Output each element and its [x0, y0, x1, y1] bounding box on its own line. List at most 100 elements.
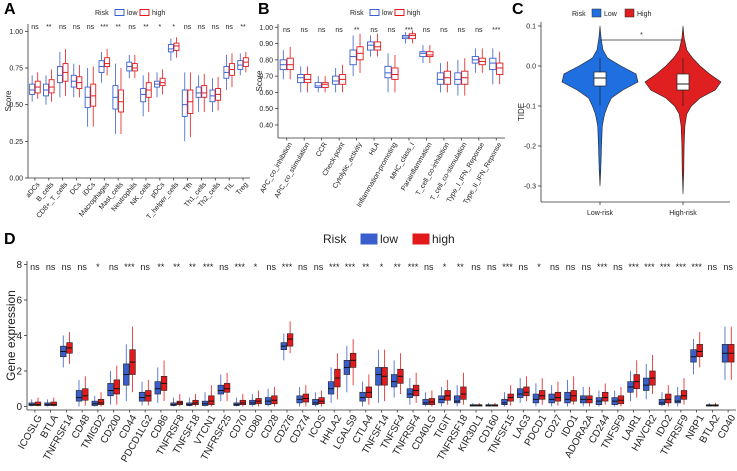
x-tick-label: APC_co_inhibition	[259, 141, 294, 194]
box-low	[312, 399, 319, 405]
box-high	[602, 391, 609, 402]
significance-label: ns	[59, 24, 67, 31]
legend-swatch-high	[394, 9, 405, 16]
box-low	[548, 393, 555, 404]
box-low	[29, 83, 36, 95]
y-tick-label: 6	[16, 296, 22, 307]
panel-label-d: D	[4, 231, 16, 248]
significance-label: ns	[723, 262, 733, 272]
significance-label: **	[115, 24, 121, 31]
box-high	[408, 33, 416, 40]
box-low	[436, 72, 445, 85]
x-tick-label: APC_co_stimulation	[274, 141, 312, 199]
significance-label: ns	[140, 262, 150, 272]
significance-label: ns	[423, 27, 431, 34]
box-low	[454, 395, 461, 404]
significance-label: ns	[519, 262, 529, 272]
x-tick-label: High-risk	[669, 210, 697, 217]
significance-label: ns	[46, 262, 56, 272]
y-tick-label: 1.00	[259, 25, 273, 32]
box-low	[419, 51, 427, 58]
significance-label: ns	[62, 262, 72, 272]
legend-swatch-low	[114, 9, 125, 16]
significance-label: ***	[502, 262, 513, 272]
significance-label: ***	[660, 262, 671, 272]
box-low	[564, 391, 571, 404]
significance-label: ***	[408, 262, 419, 272]
significance-label: ns	[370, 27, 378, 34]
significance-label: ***	[203, 262, 214, 272]
box-low	[501, 399, 508, 405]
significance-label: **	[189, 262, 197, 272]
panel-label-b: B	[258, 1, 270, 18]
significance-label: ns	[487, 262, 497, 272]
box-high	[50, 401, 57, 406]
box-high	[90, 83, 97, 107]
significance-label: *	[640, 32, 643, 39]
box-high	[104, 57, 111, 67]
significance-label: ns	[550, 262, 560, 272]
significance-label: *	[380, 262, 384, 272]
legend-swatch-high	[139, 9, 150, 16]
significance-label: ***	[329, 262, 340, 272]
box-high	[82, 388, 89, 401]
significance-label: *	[537, 262, 541, 272]
x-tick-label: Tfh	[182, 181, 194, 193]
box-low	[422, 399, 429, 405]
violin-high	[644, 25, 722, 195]
box-high	[460, 386, 467, 400]
significance-label: ns	[613, 262, 623, 272]
panel-c-chart: 0.1 0.0 -0.1 -0.2 -0.3 TIDE Risk Low High Low-ris…	[517, 8, 730, 217]
significance-label: **	[240, 24, 246, 31]
box-low	[532, 393, 540, 404]
legend-title: Risk	[572, 11, 586, 18]
significance-label: *	[443, 262, 447, 272]
box-low	[390, 374, 398, 388]
legend-title: Risk	[95, 10, 109, 17]
box-low	[56, 66, 63, 84]
significance-label: ns	[708, 262, 718, 272]
significance-label: ns	[335, 27, 343, 34]
box-high	[173, 42, 180, 51]
legend-title: Risk	[323, 232, 347, 246]
box-high	[523, 386, 530, 397]
y-tick-label: 8	[16, 260, 22, 271]
box-low	[517, 388, 524, 398]
legend-label-high: High	[637, 11, 652, 18]
significance-label: ***	[282, 262, 293, 272]
y-tick-label: 2	[16, 366, 22, 377]
box-high	[539, 390, 546, 400]
box-low	[154, 381, 161, 395]
y-tick-label: 1.00	[9, 29, 23, 36]
x-tick-label: TIL	[224, 181, 236, 193]
significance-label: *	[254, 262, 258, 272]
significance-label: ns	[225, 24, 233, 31]
significance-label: ns	[300, 27, 308, 34]
significance-label: ***	[124, 262, 135, 272]
legend-swatch-low	[360, 233, 378, 245]
significance-label: **	[394, 262, 402, 272]
legend-swatch-low	[591, 8, 602, 18]
panel-b-chart: 0.40 0.50 0.60 0.70 0.80 0.90 1.00 Score Risk low…	[255, 9, 505, 209]
legend-label-low: low	[380, 232, 398, 246]
box-low	[181, 89, 188, 117]
box-high	[373, 41, 382, 51]
box-low	[359, 391, 366, 402]
significance-label: ***	[644, 262, 655, 272]
y-tick-label: 0.1	[526, 24, 536, 31]
panel-label-c: C	[512, 1, 524, 18]
box-low	[140, 88, 147, 103]
box-low	[454, 72, 462, 85]
legend-label-high: high	[152, 10, 165, 17]
significance-label: **	[362, 262, 370, 272]
significance-label: ns	[475, 27, 483, 34]
y-axis-title: Gene expression	[4, 290, 18, 381]
significance-label: ns	[73, 24, 81, 31]
box-low	[658, 399, 666, 405]
y-tick-label: 0.80	[259, 57, 273, 64]
box-high	[496, 62, 504, 75]
significance-label: ns	[109, 262, 119, 272]
significance-label: ***	[100, 24, 108, 31]
